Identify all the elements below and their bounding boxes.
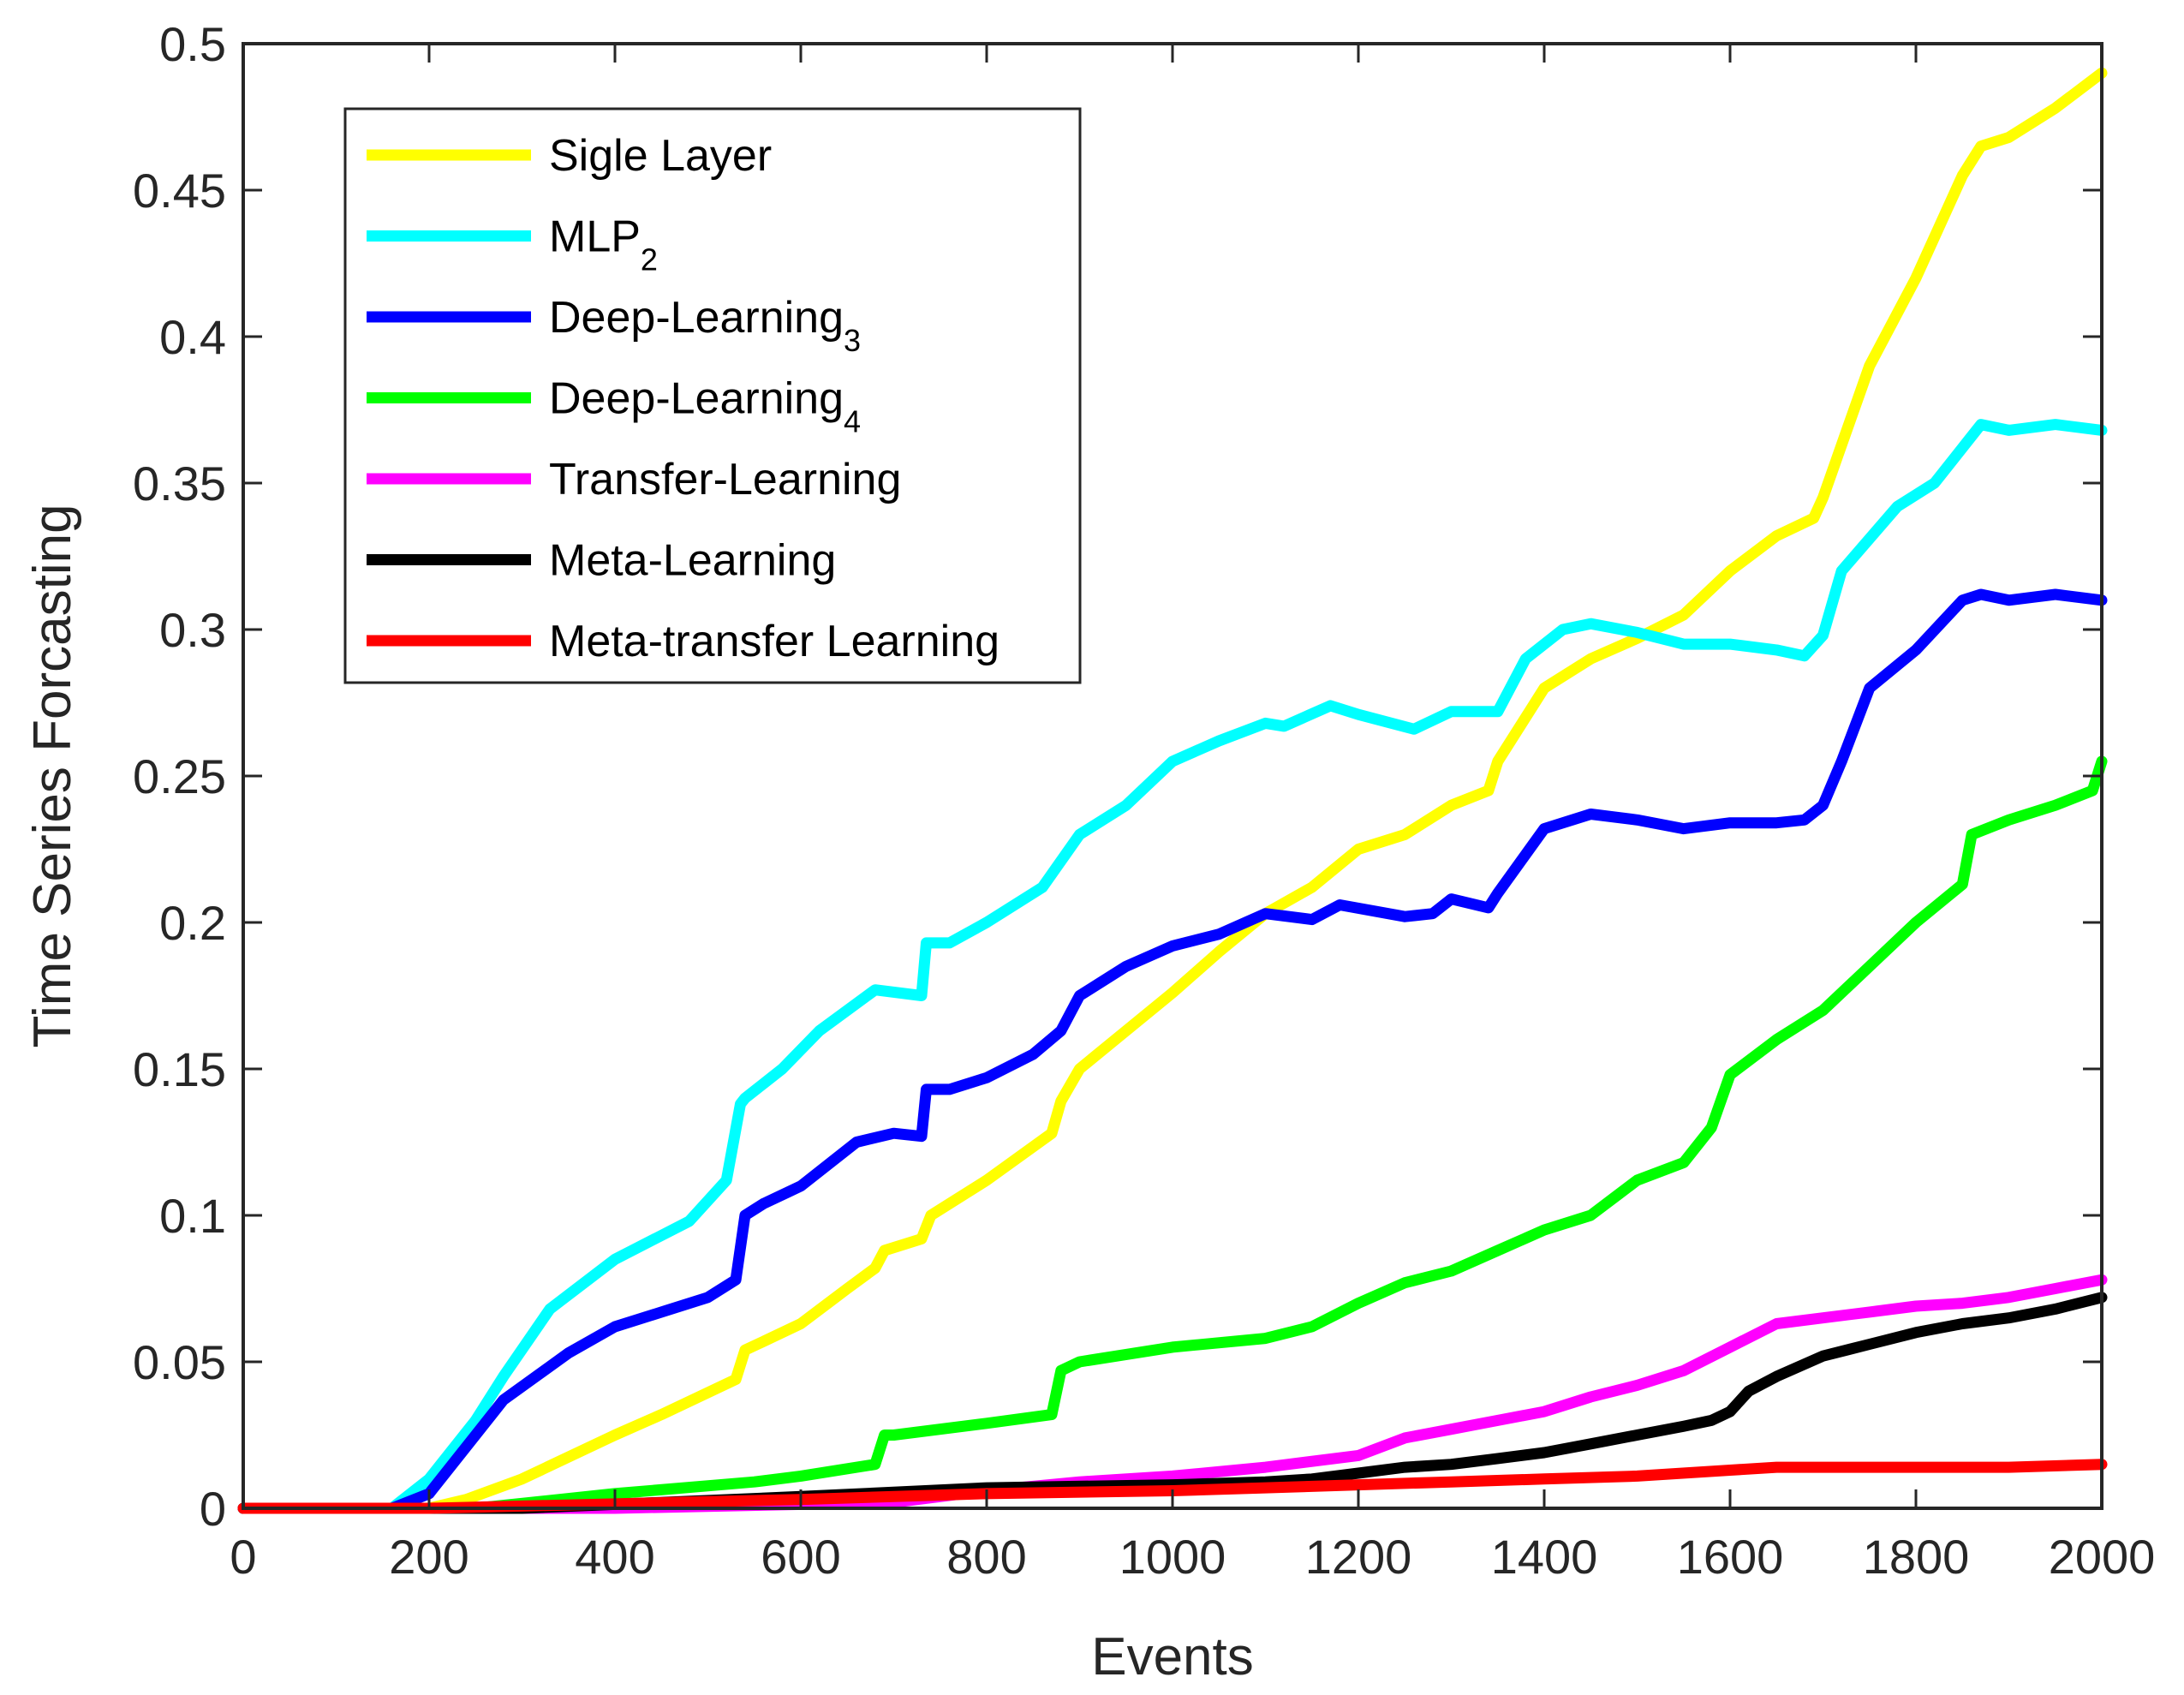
y-tick-label: 0 <box>200 1482 226 1536</box>
y-tick-label: 0.5 <box>159 17 226 71</box>
x-tick-label: 800 <box>946 1530 1026 1584</box>
legend-label-base: MLP <box>549 212 641 262</box>
y-tick-label: 0.05 <box>133 1335 226 1389</box>
x-tick-label: 1200 <box>1305 1530 1412 1584</box>
legend-label-base: Meta-transfer Learning <box>549 617 1000 666</box>
y-axis-title: Time Series Forcasting <box>23 504 82 1047</box>
legend-label-base: Deep-Learning <box>549 293 844 343</box>
legend-label-subscript: 2 <box>641 242 658 278</box>
legend-label: MLP2 <box>549 212 658 278</box>
x-tick-label: 2000 <box>2049 1530 2156 1584</box>
legend-label: Sigle Layer <box>549 131 772 181</box>
x-tick-label: 1000 <box>1119 1530 1226 1584</box>
legend-label: Meta-transfer Learning <box>549 617 1000 666</box>
y-tick-label: 0.35 <box>133 457 226 510</box>
legend-label-base: Deep-Learning <box>549 374 844 424</box>
x-tick-label: 1800 <box>1863 1530 1970 1584</box>
legend-label-subscript: 4 <box>844 404 861 439</box>
x-tick-label: 1400 <box>1491 1530 1598 1584</box>
series-line-deep-learning4 <box>237 755 2108 1514</box>
y-tick-label: 0.15 <box>133 1042 226 1096</box>
legend-label: Meta-Learning <box>549 536 836 586</box>
legend: Sigle LayerMLP2Deep-Learning3Deep-Learni… <box>343 107 1082 684</box>
legend-label-base: Sigle Layer <box>549 131 772 181</box>
y-tick-label: 0.1 <box>159 1189 226 1243</box>
x-axis-title: Events <box>1091 1627 1254 1686</box>
legend-label: Deep-Learning3 <box>549 293 861 358</box>
x-tick-label: 200 <box>389 1530 468 1584</box>
legend-label-base: Transfer-Learning <box>549 455 901 504</box>
series-line-meta-transfer-learning <box>237 1459 2108 1514</box>
legend-label-base: Meta-Learning <box>549 536 836 586</box>
y-tick-label: 0.2 <box>159 896 226 950</box>
x-tick-label: 600 <box>761 1530 840 1584</box>
y-tick-label: 0.4 <box>159 310 226 364</box>
legend-label-subscript: 3 <box>844 323 861 358</box>
x-tick-label: 1600 <box>1677 1530 1784 1584</box>
series-layer <box>237 67 2108 1514</box>
y-tick-label: 0.3 <box>159 603 226 657</box>
x-tick-label: 400 <box>575 1530 654 1584</box>
legend-label: Transfer-Learning <box>549 455 901 504</box>
series-line-meta-learning <box>237 1292 2108 1514</box>
legend-label: Deep-Learning4 <box>549 374 861 439</box>
y-tick-label: 0.45 <box>133 164 226 218</box>
tick-layer: 0 200 400 600 800 1000 1200 1400 1600 1800 2000 0 0.… <box>133 17 2155 1584</box>
series-line-deep-learning3 <box>237 588 2108 1514</box>
x-tick-label: 0 <box>230 1530 256 1584</box>
series-line-mlp2 <box>237 419 2108 1514</box>
y-tick-label: 0.25 <box>133 749 226 803</box>
